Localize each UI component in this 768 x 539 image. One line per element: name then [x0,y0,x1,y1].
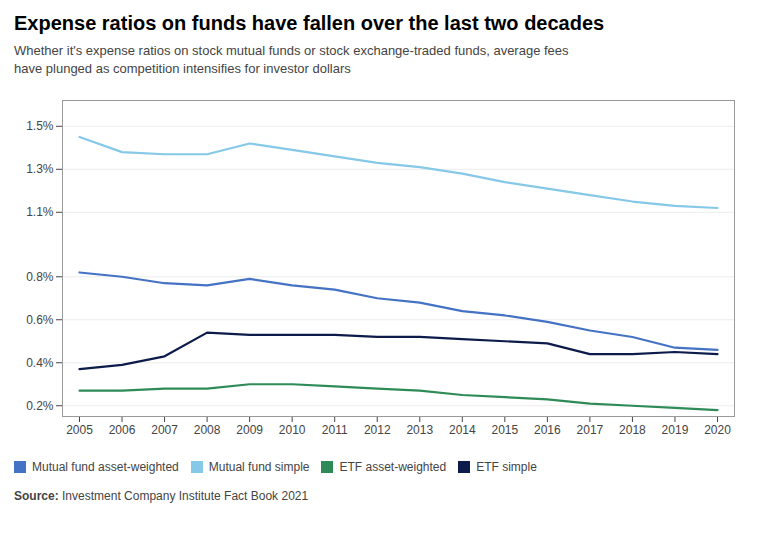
svg-text:2006: 2006 [109,423,136,437]
svg-text:2007: 2007 [151,423,178,437]
svg-text:2016: 2016 [534,423,561,437]
html-text:Mutual fund asset-weighted: Mutual fund asset-weighted [32,459,179,474]
svg-text:2019: 2019 [662,423,689,437]
svg-text:2011: 2011 [322,423,348,437]
svg-text:0.8%: 0.8% [26,270,54,284]
svg-text:2013: 2013 [406,423,433,437]
svg-text:1.3%: 1.3% [26,163,54,177]
html-text:Whether it's expense ratios on: Whether it's expense ratios on stock mut… [14,43,569,77]
svg-text:0.4%: 0.4% [26,356,54,370]
html-text:Expense ratios on funds have f: Expense ratios on funds have fallen over… [14,12,605,34]
html-text:Source: Investment Company Ins: Source: Investment Company Institute Fac… [14,489,309,504]
svg-text:1.1%: 1.1% [26,205,54,219]
svg-text:2010: 2010 [279,423,306,437]
svg-text:2017: 2017 [577,423,604,437]
svg-text:2008: 2008 [194,423,221,437]
svg-text:2005: 2005 [66,423,93,437]
svg-text:2020: 2020 [704,423,731,437]
svg-text:2014: 2014 [449,423,476,437]
html-text:ETF simple: ETF simple [476,459,537,474]
svg-text:0.6%: 0.6% [26,313,54,327]
svg-text:2009: 2009 [236,423,263,437]
html-text:ETF asset-weighted: ETF asset-weighted [339,459,447,474]
svg-text:2012: 2012 [364,423,391,437]
svg-text:2015: 2015 [491,423,518,437]
svg-text:2018: 2018 [619,423,646,437]
html-text:Mutual fund simple: Mutual fund simple [208,459,310,474]
svg-text:0.2%: 0.2% [26,399,54,413]
svg-text:1.5%: 1.5% [26,120,54,134]
